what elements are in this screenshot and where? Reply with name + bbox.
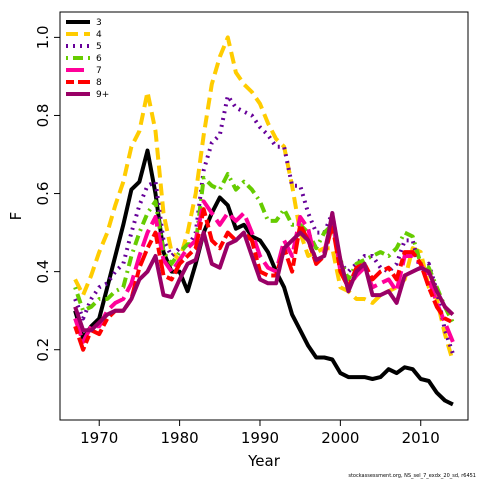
legend-label: 4 (96, 30, 102, 40)
y-tick-label: 1.0 (34, 25, 52, 49)
legend-label: 5 (96, 42, 102, 52)
footnote: stockassessment.org, NS_sel_7_exdx_20_sd… (348, 473, 476, 479)
legend-label: 7 (96, 66, 102, 76)
legend-label: 3 (96, 18, 102, 28)
y-tick-label: 0.4 (34, 260, 52, 284)
x-tick-label: 1980 (161, 429, 199, 447)
legend-label: 9+ (96, 90, 109, 100)
series-line (73, 207, 454, 352)
series-line (73, 93, 455, 355)
y-axis-label: F (7, 212, 25, 221)
series-line (73, 172, 455, 324)
series-line (73, 199, 455, 344)
y-tick-label: 0.2 (34, 338, 52, 362)
series-line (73, 211, 455, 333)
x-tick-label: 2000 (321, 429, 359, 447)
legend-label: 8 (96, 78, 102, 88)
series-line (73, 35, 455, 362)
y-tick-label: 0.6 (34, 182, 52, 206)
plot-box (59, 11, 469, 421)
series-line (73, 148, 454, 407)
x-tick-label: 1990 (241, 429, 279, 447)
x-axis-label: Year (247, 452, 281, 470)
legend-label: 6 (96, 54, 102, 64)
x-tick-label: 2010 (402, 429, 440, 447)
x-tick-label: 1970 (80, 429, 118, 447)
y-tick-label: 0.8 (34, 104, 52, 128)
